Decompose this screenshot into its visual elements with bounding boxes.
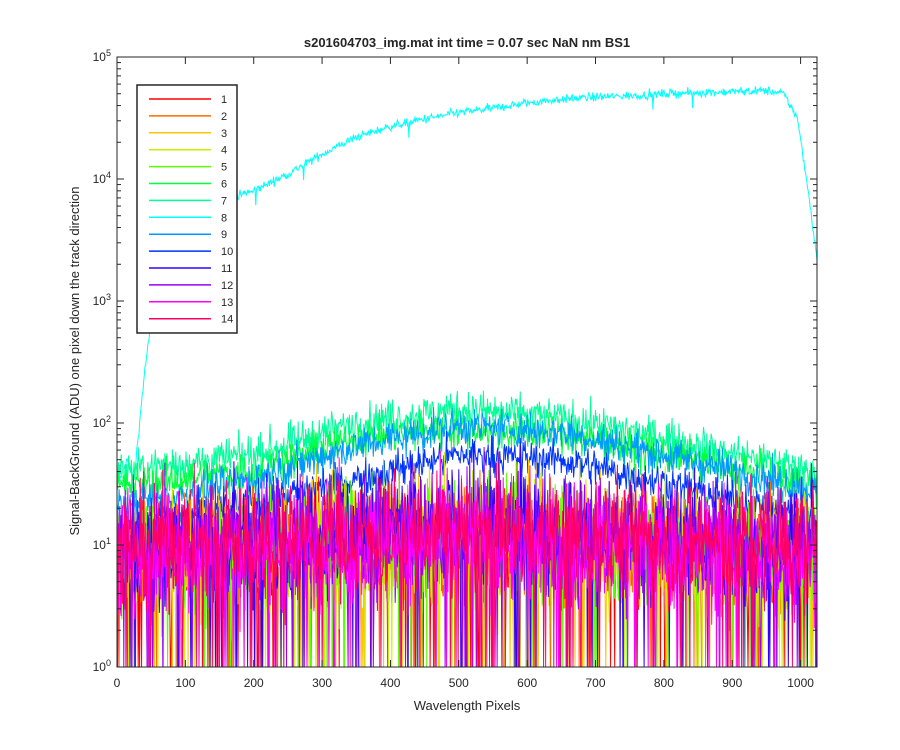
x-tick-label: 900: [722, 676, 742, 690]
legend-label-8: 8: [221, 212, 227, 224]
legend-label-5: 5: [221, 162, 227, 174]
x-tick-label: 0: [114, 676, 121, 690]
plot-area: [117, 86, 817, 667]
y-tick-label: 105: [93, 48, 111, 64]
x-tick-label: 700: [586, 676, 606, 690]
x-tick-label: 600: [517, 676, 537, 690]
legend-label-13: 13: [221, 297, 233, 309]
legend-label-4: 4: [221, 145, 227, 157]
x-tick-label: 800: [654, 676, 674, 690]
y-tick-label: 103: [93, 292, 111, 308]
y-tick-label: 100: [93, 658, 111, 674]
legend-label-11: 11: [221, 263, 232, 275]
axes-box: [116, 56, 818, 668]
y-axis-label: Signal-BackGround (ADU) one pixel down t…: [67, 186, 82, 535]
series-line-14: [117, 451, 817, 667]
legend-label-1: 1: [221, 94, 227, 106]
x-axis-label: Wavelength Pixels: [414, 698, 521, 713]
series-line-12: [117, 446, 817, 667]
y-tick-label: 102: [93, 414, 111, 430]
x-tick-label: 1000: [787, 676, 814, 690]
legend-label-2: 2: [221, 111, 227, 123]
x-tick-label: 500: [449, 676, 469, 690]
y-tick-label: 101: [93, 536, 111, 552]
x-tick-label: 400: [380, 676, 400, 690]
legend-box: [136, 84, 238, 334]
series-line-7: [117, 390, 817, 488]
y-tick-label: 104: [93, 170, 111, 186]
legend-label-10: 10: [221, 246, 233, 258]
legend-label-7: 7: [221, 195, 227, 207]
axes: 0 100 200 300 400 500 600 700 800 900 100010010110…: [93, 48, 818, 690]
legend-label-3: 3: [221, 128, 227, 140]
legend-label-12: 12: [221, 280, 233, 292]
x-tick-label: 100: [175, 676, 195, 690]
legend-label-6: 6: [221, 179, 227, 191]
legend-label-9: 9: [221, 229, 227, 241]
x-tick-label: 200: [244, 676, 264, 690]
x-tick-label: 300: [312, 676, 332, 690]
legend-label-14: 14: [221, 314, 233, 326]
chart-title: s201604703_img.mat int time = 0.07 sec N…: [304, 35, 630, 50]
